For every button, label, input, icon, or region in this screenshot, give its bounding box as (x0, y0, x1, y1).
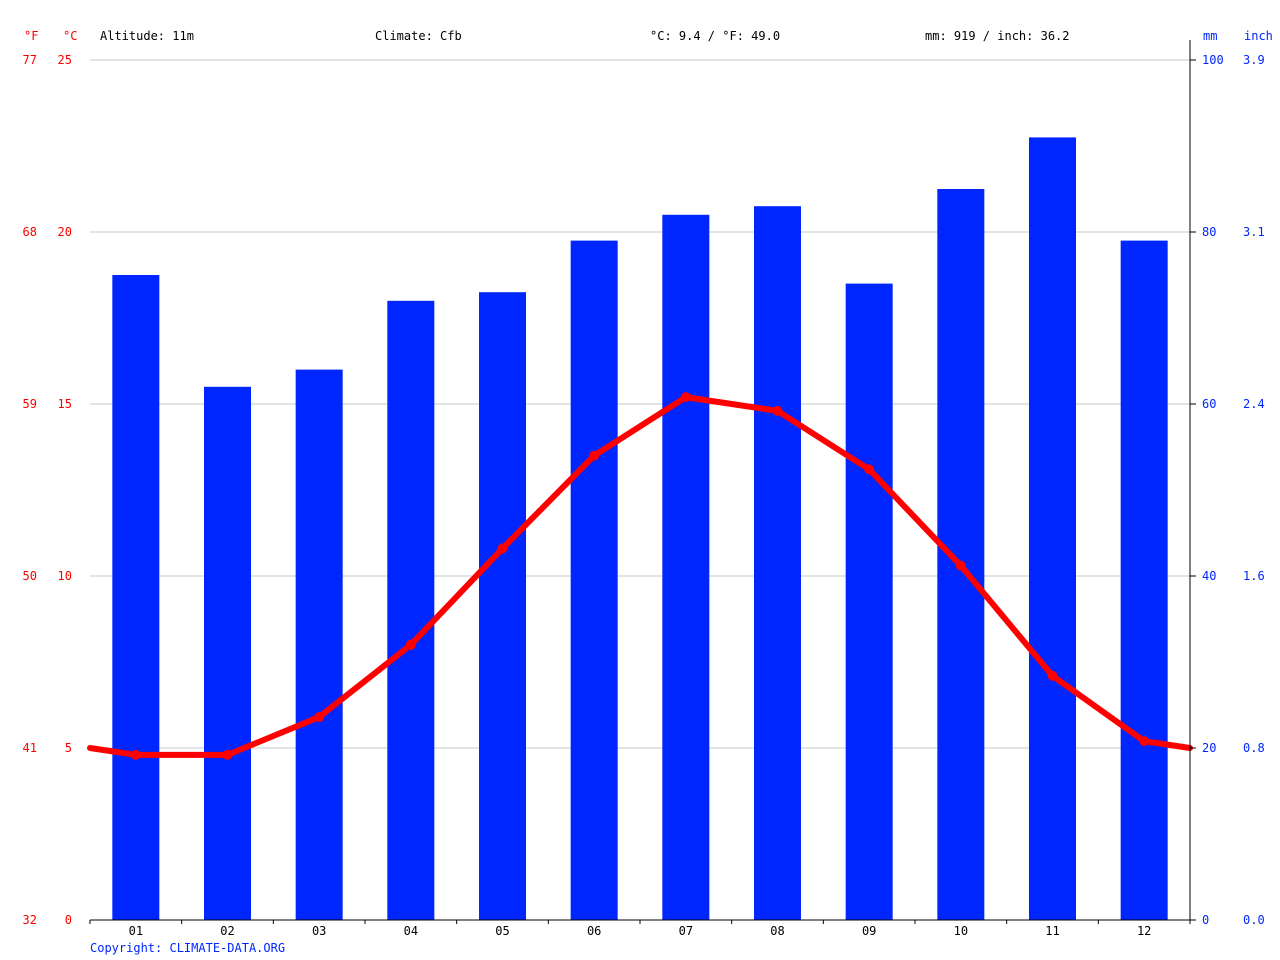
mm-tick-label: 100 (1202, 53, 1224, 67)
copyright-link[interactable]: Copyright: CLIMATE-DATA.ORG (90, 941, 286, 955)
temperature-point (772, 405, 783, 416)
precipitation-bar (387, 300, 435, 920)
temperature-point (1047, 670, 1058, 681)
month-tick-label: 12 (1137, 924, 1151, 938)
mm-tick-label: 60 (1202, 397, 1216, 411)
fahrenheit-tick-label: 41 (23, 741, 37, 755)
mm-tick-label: 0 (1202, 913, 1209, 927)
inch-tick-label: 0.0 (1243, 913, 1265, 927)
temperature-summary: °C: 9.4 / °F: 49.0 (650, 29, 781, 43)
fahrenheit-tick-label: 59 (23, 397, 37, 411)
gridlines (90, 59, 1190, 749)
precipitation-summary: mm: 919 / inch: 36.2 (925, 29, 1070, 43)
celsius-tick-label: 5 (65, 741, 72, 755)
fahrenheit-tick-label: 32 (23, 913, 37, 927)
celsius-tick-label: 15 (58, 397, 72, 411)
precipitation-bars (112, 137, 1168, 921)
mm-unit-label: mm (1203, 29, 1218, 43)
axes (89, 40, 1196, 924)
inch-tick-label: 3.1 (1243, 225, 1265, 239)
temperature-line-group (87, 392, 1193, 760)
temperature-point (864, 464, 875, 475)
month-tick-label: 08 (770, 924, 784, 938)
inch-tick-label: 2.4 (1243, 397, 1265, 411)
temperature-point (314, 712, 325, 723)
month-tick-label: 11 (1045, 924, 1059, 938)
mm-tick-label: 80 (1202, 225, 1216, 239)
precipitation-bar (1029, 137, 1076, 920)
precipitation-bar (754, 206, 801, 920)
month-tick-label: 07 (679, 924, 693, 938)
temperature-point (497, 543, 508, 554)
tick-labels: 32 0 41 5 50 10 59 15 68 20 77 25 0 0.0 20 0.8 40 1.6 60 2.… (23, 53, 1265, 938)
precipitation-bar (570, 240, 618, 921)
month-tick-label: 03 (312, 924, 326, 938)
temperature-point (589, 450, 600, 461)
inch-tick-label: 0.8 (1243, 741, 1265, 755)
precipitation-bar (1120, 240, 1168, 921)
temperature-point (405, 639, 416, 650)
temperature-line (87, 394, 1193, 758)
inch-tick-label: 1.6 (1243, 569, 1265, 583)
temperature-point (680, 392, 691, 403)
precipitation-bar (937, 189, 985, 920)
temperature-point (222, 749, 233, 760)
mm-tick-label: 40 (1202, 569, 1216, 583)
fahrenheit-unit-label: °F (24, 29, 39, 43)
fahrenheit-tick-label: 68 (23, 225, 37, 239)
celsius-tick-label: 20 (58, 225, 72, 239)
celsius-tick-label: 10 (58, 569, 72, 583)
precipitation-bar (295, 369, 343, 921)
celsius-tick-label: 0 (65, 913, 72, 927)
mm-tick-label: 20 (1202, 741, 1216, 755)
celsius-unit-label: °C (63, 29, 78, 43)
inch-unit-label: inch (1244, 29, 1273, 43)
month-tick-label: 10 (954, 924, 968, 938)
inch-tick-label: 3.9 (1243, 53, 1265, 67)
altitude-label: Altitude: 11m (100, 29, 194, 43)
precipitation-bar (662, 214, 710, 921)
precipitation-bar (204, 386, 251, 920)
month-tick-label: 06 (587, 924, 601, 938)
month-tick-label: 05 (495, 924, 509, 938)
climate-label: Climate: Cfb (375, 29, 462, 43)
precipitation-bar (479, 292, 526, 920)
celsius-tick-label: 25 (58, 53, 72, 67)
fahrenheit-tick-label: 77 (23, 53, 37, 67)
temperature-point (1139, 736, 1150, 747)
month-tick-label: 09 (862, 924, 876, 938)
precipitation-bar (112, 275, 160, 920)
fahrenheit-tick-label: 50 (23, 569, 37, 583)
temperature-point (955, 560, 966, 571)
month-tick-label: 04 (404, 924, 418, 938)
month-tick-label: 01 (129, 924, 143, 938)
month-tick-label: 02 (220, 924, 234, 938)
temperature-point (130, 749, 141, 760)
precipitation-bar (845, 283, 893, 921)
